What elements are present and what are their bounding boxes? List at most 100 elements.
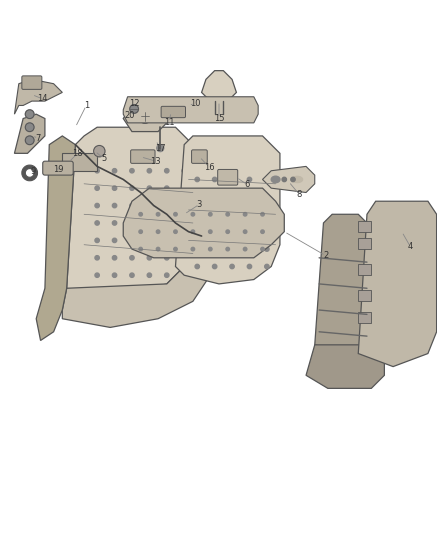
Circle shape	[147, 238, 152, 243]
Circle shape	[156, 213, 160, 216]
Circle shape	[182, 256, 186, 260]
Polygon shape	[62, 240, 219, 327]
Circle shape	[261, 213, 264, 216]
Circle shape	[261, 230, 264, 233]
Text: 10: 10	[190, 99, 200, 108]
Circle shape	[25, 110, 34, 118]
Circle shape	[95, 168, 99, 173]
Circle shape	[230, 247, 234, 251]
Polygon shape	[358, 201, 437, 367]
Polygon shape	[14, 79, 62, 114]
Circle shape	[195, 177, 199, 182]
Text: 4: 4	[408, 243, 413, 252]
Circle shape	[226, 213, 230, 216]
Polygon shape	[123, 97, 258, 123]
Circle shape	[139, 230, 142, 233]
Circle shape	[182, 186, 186, 190]
Circle shape	[139, 213, 142, 216]
Polygon shape	[123, 101, 167, 132]
Circle shape	[226, 230, 230, 233]
Circle shape	[94, 146, 105, 157]
Circle shape	[157, 144, 164, 151]
Circle shape	[195, 195, 199, 199]
Circle shape	[174, 247, 177, 251]
Text: 1: 1	[84, 101, 89, 110]
Text: 20: 20	[124, 110, 135, 119]
Circle shape	[95, 256, 99, 260]
Circle shape	[265, 195, 269, 199]
Circle shape	[226, 247, 230, 251]
Circle shape	[195, 247, 199, 251]
Text: 12: 12	[129, 99, 139, 108]
Circle shape	[165, 168, 169, 173]
Circle shape	[261, 247, 264, 251]
Polygon shape	[123, 188, 284, 258]
Circle shape	[113, 204, 117, 208]
Circle shape	[113, 273, 117, 277]
Circle shape	[25, 123, 34, 132]
Text: 5: 5	[101, 154, 106, 163]
Circle shape	[265, 264, 269, 269]
Circle shape	[282, 177, 286, 182]
Text: 11: 11	[164, 117, 174, 126]
FancyBboxPatch shape	[22, 76, 42, 90]
Circle shape	[113, 168, 117, 173]
Polygon shape	[67, 127, 210, 297]
FancyBboxPatch shape	[131, 150, 155, 163]
Polygon shape	[358, 221, 371, 232]
Circle shape	[130, 221, 134, 225]
Circle shape	[25, 136, 34, 144]
Circle shape	[130, 238, 134, 243]
Circle shape	[147, 273, 152, 277]
Circle shape	[212, 212, 217, 216]
Circle shape	[247, 264, 252, 269]
Circle shape	[247, 247, 252, 251]
Circle shape	[195, 212, 199, 216]
Circle shape	[147, 168, 152, 173]
Circle shape	[165, 273, 169, 277]
Circle shape	[147, 186, 152, 190]
Polygon shape	[14, 114, 45, 154]
Circle shape	[113, 221, 117, 225]
Circle shape	[130, 273, 134, 277]
Circle shape	[212, 230, 217, 234]
Polygon shape	[358, 290, 371, 301]
Circle shape	[95, 204, 99, 208]
Circle shape	[139, 247, 142, 251]
Circle shape	[182, 168, 186, 173]
Circle shape	[165, 221, 169, 225]
Circle shape	[95, 273, 99, 277]
Text: 16: 16	[204, 163, 215, 172]
Circle shape	[230, 264, 234, 269]
Circle shape	[165, 238, 169, 243]
Text: 6: 6	[244, 180, 250, 189]
Circle shape	[208, 247, 212, 251]
FancyBboxPatch shape	[218, 169, 238, 185]
Circle shape	[113, 256, 117, 260]
Circle shape	[230, 195, 234, 199]
Circle shape	[212, 177, 217, 182]
Polygon shape	[358, 264, 371, 275]
Text: 2: 2	[323, 251, 328, 260]
Circle shape	[212, 195, 217, 199]
Circle shape	[244, 247, 247, 251]
Circle shape	[265, 230, 269, 234]
Circle shape	[156, 230, 160, 233]
Circle shape	[182, 238, 186, 243]
FancyBboxPatch shape	[191, 150, 207, 163]
Circle shape	[291, 177, 295, 182]
Circle shape	[265, 247, 269, 251]
Text: 7: 7	[35, 134, 41, 143]
Circle shape	[247, 212, 252, 216]
FancyBboxPatch shape	[43, 161, 73, 175]
Polygon shape	[62, 154, 97, 171]
Circle shape	[130, 186, 134, 190]
FancyBboxPatch shape	[161, 107, 185, 118]
Polygon shape	[201, 71, 237, 101]
Polygon shape	[176, 136, 280, 284]
Polygon shape	[315, 214, 380, 353]
Circle shape	[95, 221, 99, 225]
Ellipse shape	[292, 176, 303, 183]
Circle shape	[174, 230, 177, 233]
Circle shape	[191, 247, 194, 251]
